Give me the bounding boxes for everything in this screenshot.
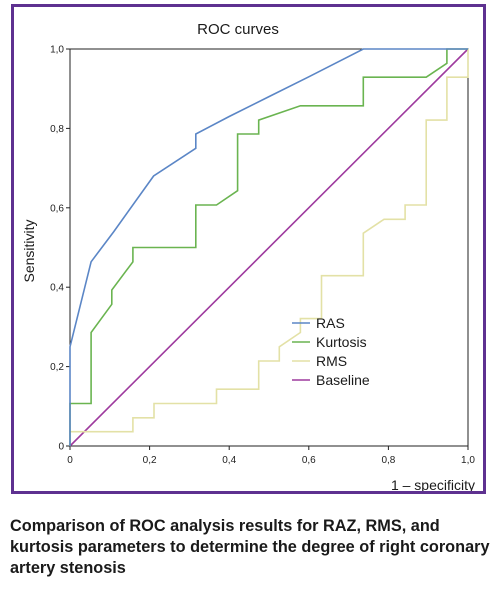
x-tick-label: 0 (67, 455, 73, 466)
legend-label-baseline: Baseline (316, 372, 370, 388)
legend-label-ras: RAS (316, 315, 345, 331)
axes: 0 0,2 0,4 0,6 0,8 1,0 0 0,2 0,4 0,6 0,8 1,0 (50, 45, 475, 467)
figure-caption: Comparison of ROC analysis results for R… (10, 517, 490, 577)
y-tick-label: 1,0 (50, 45, 64, 56)
x-tick-label: 0,4 (222, 455, 236, 466)
series-line-ras (69, 48, 468, 446)
y-axis-label: Sensitivity (21, 219, 37, 282)
series-lines (69, 48, 469, 447)
y-tick-label: 0,2 (50, 362, 64, 373)
series-line-kurtosis (69, 48, 468, 446)
y-tick-label: 0,6 (50, 203, 64, 214)
legend-label-kurtosis: Kurtosis (316, 334, 367, 350)
chart-title: ROC curves (197, 21, 279, 38)
x-tick-label: 0,8 (381, 455, 395, 466)
roc-chart: ROC curves Sensitivity 1 – specificity 0… (21, 21, 475, 491)
x-axis-label: 1 – specificity (391, 477, 475, 491)
legend-label-rms: RMS (316, 353, 347, 369)
series-line-rms (70, 49, 469, 433)
series-line-baseline (69, 48, 469, 447)
y-tick-label: 0,8 (50, 124, 64, 135)
legend: RAS Kurtosis RMS Baseline (292, 315, 370, 388)
x-tick-label: 1,0 (461, 455, 475, 466)
x-tick-label: 0,2 (143, 455, 157, 466)
x-tick-label: 0,6 (302, 455, 316, 466)
plot-area-border (69, 48, 469, 447)
figure-frame: ROC curves Sensitivity 1 – specificity 0… (11, 4, 486, 494)
y-tick-label: 0 (58, 442, 64, 453)
y-tick-label: 0,4 (50, 283, 64, 294)
